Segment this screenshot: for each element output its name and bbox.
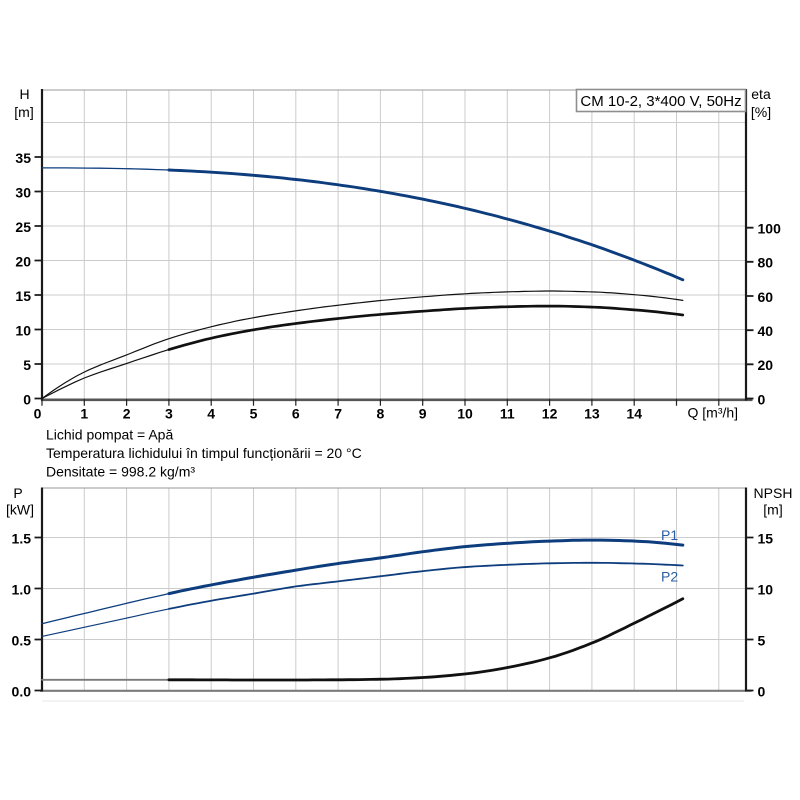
svg-text:0: 0 (34, 405, 42, 421)
svg-text:35: 35 (15, 150, 31, 166)
svg-text:60: 60 (758, 289, 774, 305)
svg-text:0.5: 0.5 (12, 632, 32, 648)
svg-text:13: 13 (584, 405, 600, 421)
svg-text:14: 14 (626, 405, 642, 421)
svg-text:Temperatura lichidului în timp: Temperatura lichidului în timpul funcțio… (46, 445, 362, 461)
svg-text:0: 0 (758, 391, 766, 407)
svg-text:12: 12 (542, 405, 558, 421)
svg-text:[kW]: [kW] (6, 502, 34, 518)
svg-text:15: 15 (15, 288, 31, 304)
svg-text:6: 6 (292, 405, 300, 421)
svg-text:0: 0 (23, 391, 31, 407)
svg-text:3: 3 (165, 405, 173, 421)
svg-text:CM 10-2, 3*400 V, 50Hz: CM 10-2, 3*400 V, 50Hz (580, 93, 741, 110)
svg-text:Densitate = 998.2 kg/m³: Densitate = 998.2 kg/m³ (46, 464, 195, 480)
svg-text:4: 4 (207, 405, 215, 421)
svg-text:25: 25 (15, 219, 31, 235)
svg-text:[m]: [m] (763, 502, 782, 518)
svg-text:Lichid pompat = Apă: Lichid pompat = Apă (46, 427, 173, 443)
svg-text:40: 40 (758, 323, 774, 339)
svg-text:80: 80 (758, 255, 774, 271)
svg-text:9: 9 (419, 405, 427, 421)
svg-text:100: 100 (758, 220, 782, 236)
svg-text:15: 15 (758, 530, 774, 546)
svg-text:P: P (13, 485, 22, 501)
svg-text:1.0: 1.0 (12, 581, 32, 597)
svg-text:20: 20 (15, 253, 31, 269)
svg-text:5: 5 (758, 632, 766, 648)
svg-text:P2: P2 (661, 569, 678, 585)
svg-text:P1: P1 (661, 527, 678, 543)
svg-text:11: 11 (500, 405, 515, 421)
svg-text:eta: eta (751, 86, 771, 102)
svg-text:NPSH: NPSH (754, 485, 793, 501)
svg-text:H: H (19, 86, 29, 102)
svg-text:Q [m³/h]: Q [m³/h] (688, 405, 739, 421)
svg-text:5: 5 (250, 405, 258, 421)
svg-text:5: 5 (23, 357, 31, 373)
svg-text:10: 10 (15, 322, 31, 338)
svg-text:0.0: 0.0 (12, 683, 32, 699)
svg-text:20: 20 (758, 357, 774, 373)
svg-text:0: 0 (758, 683, 766, 699)
svg-text:7: 7 (334, 405, 342, 421)
svg-text:10: 10 (457, 405, 473, 421)
svg-text:1: 1 (80, 405, 88, 421)
svg-text:1.5: 1.5 (12, 530, 32, 546)
svg-text:[%]: [%] (751, 104, 771, 120)
svg-text:[m]: [m] (14, 104, 33, 120)
svg-text:2: 2 (123, 405, 131, 421)
svg-text:30: 30 (15, 184, 31, 200)
svg-text:8: 8 (377, 405, 385, 421)
svg-text:10: 10 (758, 581, 774, 597)
